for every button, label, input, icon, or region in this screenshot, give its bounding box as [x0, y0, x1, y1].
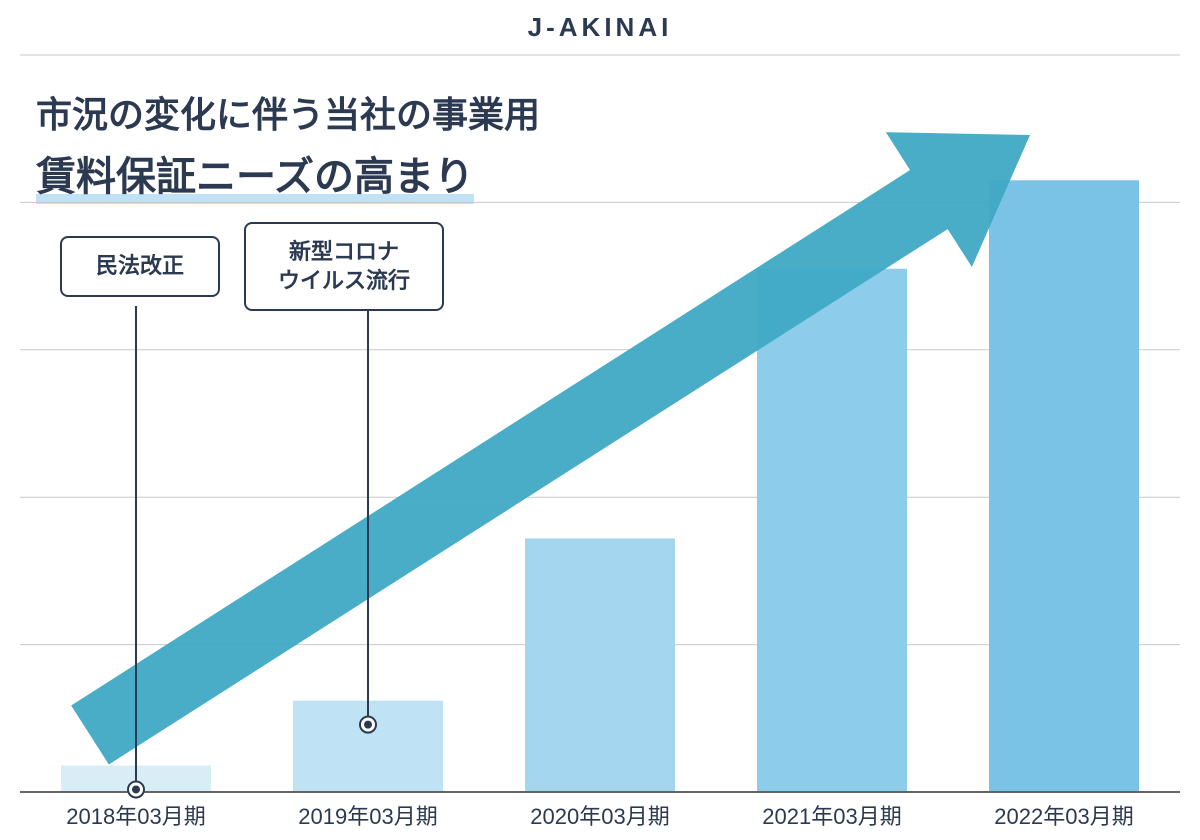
callout-ring-inner: [364, 721, 372, 729]
bar: [757, 269, 907, 792]
x-axis-label: 2022年03月期: [994, 804, 1133, 829]
chart-container: J-AKINAI 市況の変化に伴う当社の事業用 賃料保証ニーズの高まり 2018…: [0, 0, 1200, 840]
bar: [525, 538, 675, 792]
callout-ring-inner: [132, 785, 140, 793]
x-axis-label: 2020年03月期: [530, 804, 669, 829]
x-axis-label: 2019年03月期: [298, 804, 437, 829]
callout-civil-law: 民法改正: [60, 236, 220, 297]
x-axis-label: 2018年03月期: [66, 804, 205, 829]
x-axis-label: 2021年03月期: [762, 804, 901, 829]
chart-svg: 2018年03月期 2019年03月期 2020年03月期 2021年03月期 2022…: [0, 0, 1200, 840]
bar: [989, 180, 1139, 792]
callout-covid: 新型コロナ ウイルス流行: [244, 222, 444, 311]
